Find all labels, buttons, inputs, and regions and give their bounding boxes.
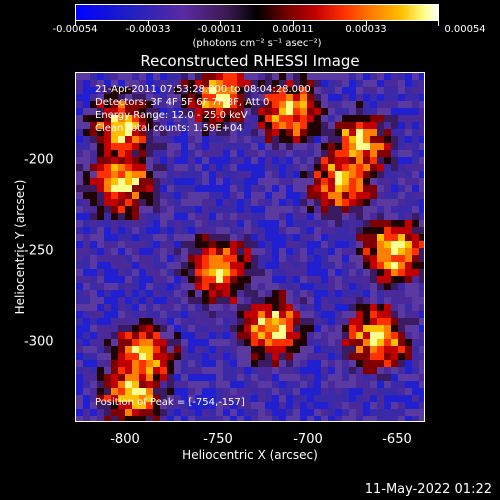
x-tick-label: -650 — [382, 432, 412, 447]
y-tick-label: -200 — [24, 152, 54, 168]
x-tick-label: -750 — [203, 432, 233, 447]
plot-title: Reconstructed RHESSI Image — [140, 52, 360, 70]
x-tick-label: -800 — [110, 432, 140, 447]
colorbar-tick — [293, 21, 294, 26]
colorbar-unit: (photons cm⁻² s⁻¹ asec⁻²) — [192, 38, 322, 49]
y-tick-label: -250 — [24, 243, 54, 259]
colorbar-tick — [75, 21, 76, 26]
x-tick-label: -700 — [293, 432, 323, 447]
y-axis-label: Heliocentric Y (arcsec) — [13, 179, 27, 315]
energy-range-text: Energy Range: 12.0 - 25.0 keV — [95, 110, 248, 121]
colorbar-label: -0.00011 — [197, 24, 243, 35]
colorbar-label: 0.00033 — [345, 24, 387, 35]
footer-date: 11-May-2022 01:22 — [364, 482, 492, 497]
detectors-text: Detectors: 3F 4F 5F 6F 7F 8F, Att 0 — [95, 97, 270, 108]
colorbar-label: 0.00011 — [272, 24, 314, 35]
rhessi-image: 21-Apr-2011 07:53:28.000 to 08:04:28.000… — [75, 72, 425, 422]
colorbar-label: 0.00054 — [444, 24, 486, 35]
colorbar-label: -0.00054 — [52, 24, 98, 35]
time-range-text: 21-Apr-2011 07:53:28.000 to 08:04:28.000 — [95, 84, 311, 95]
y-tick-label: -300 — [24, 334, 54, 350]
colorbar-tick — [438, 21, 439, 26]
colorbar-tick — [220, 21, 221, 26]
colorbar — [75, 4, 439, 21]
colorbar-label: -0.00033 — [125, 24, 171, 35]
clean-counts-text: Clean Total counts: 1.59E+04 — [95, 123, 243, 134]
colorbar-tick — [148, 21, 149, 26]
image-heatmap — [76, 73, 424, 421]
x-axis-label: Heliocentric X (arcsec) — [182, 448, 318, 462]
peak-position-text: Position of Peak = [-754,-157] — [95, 397, 245, 408]
colorbar-tick — [366, 21, 367, 26]
